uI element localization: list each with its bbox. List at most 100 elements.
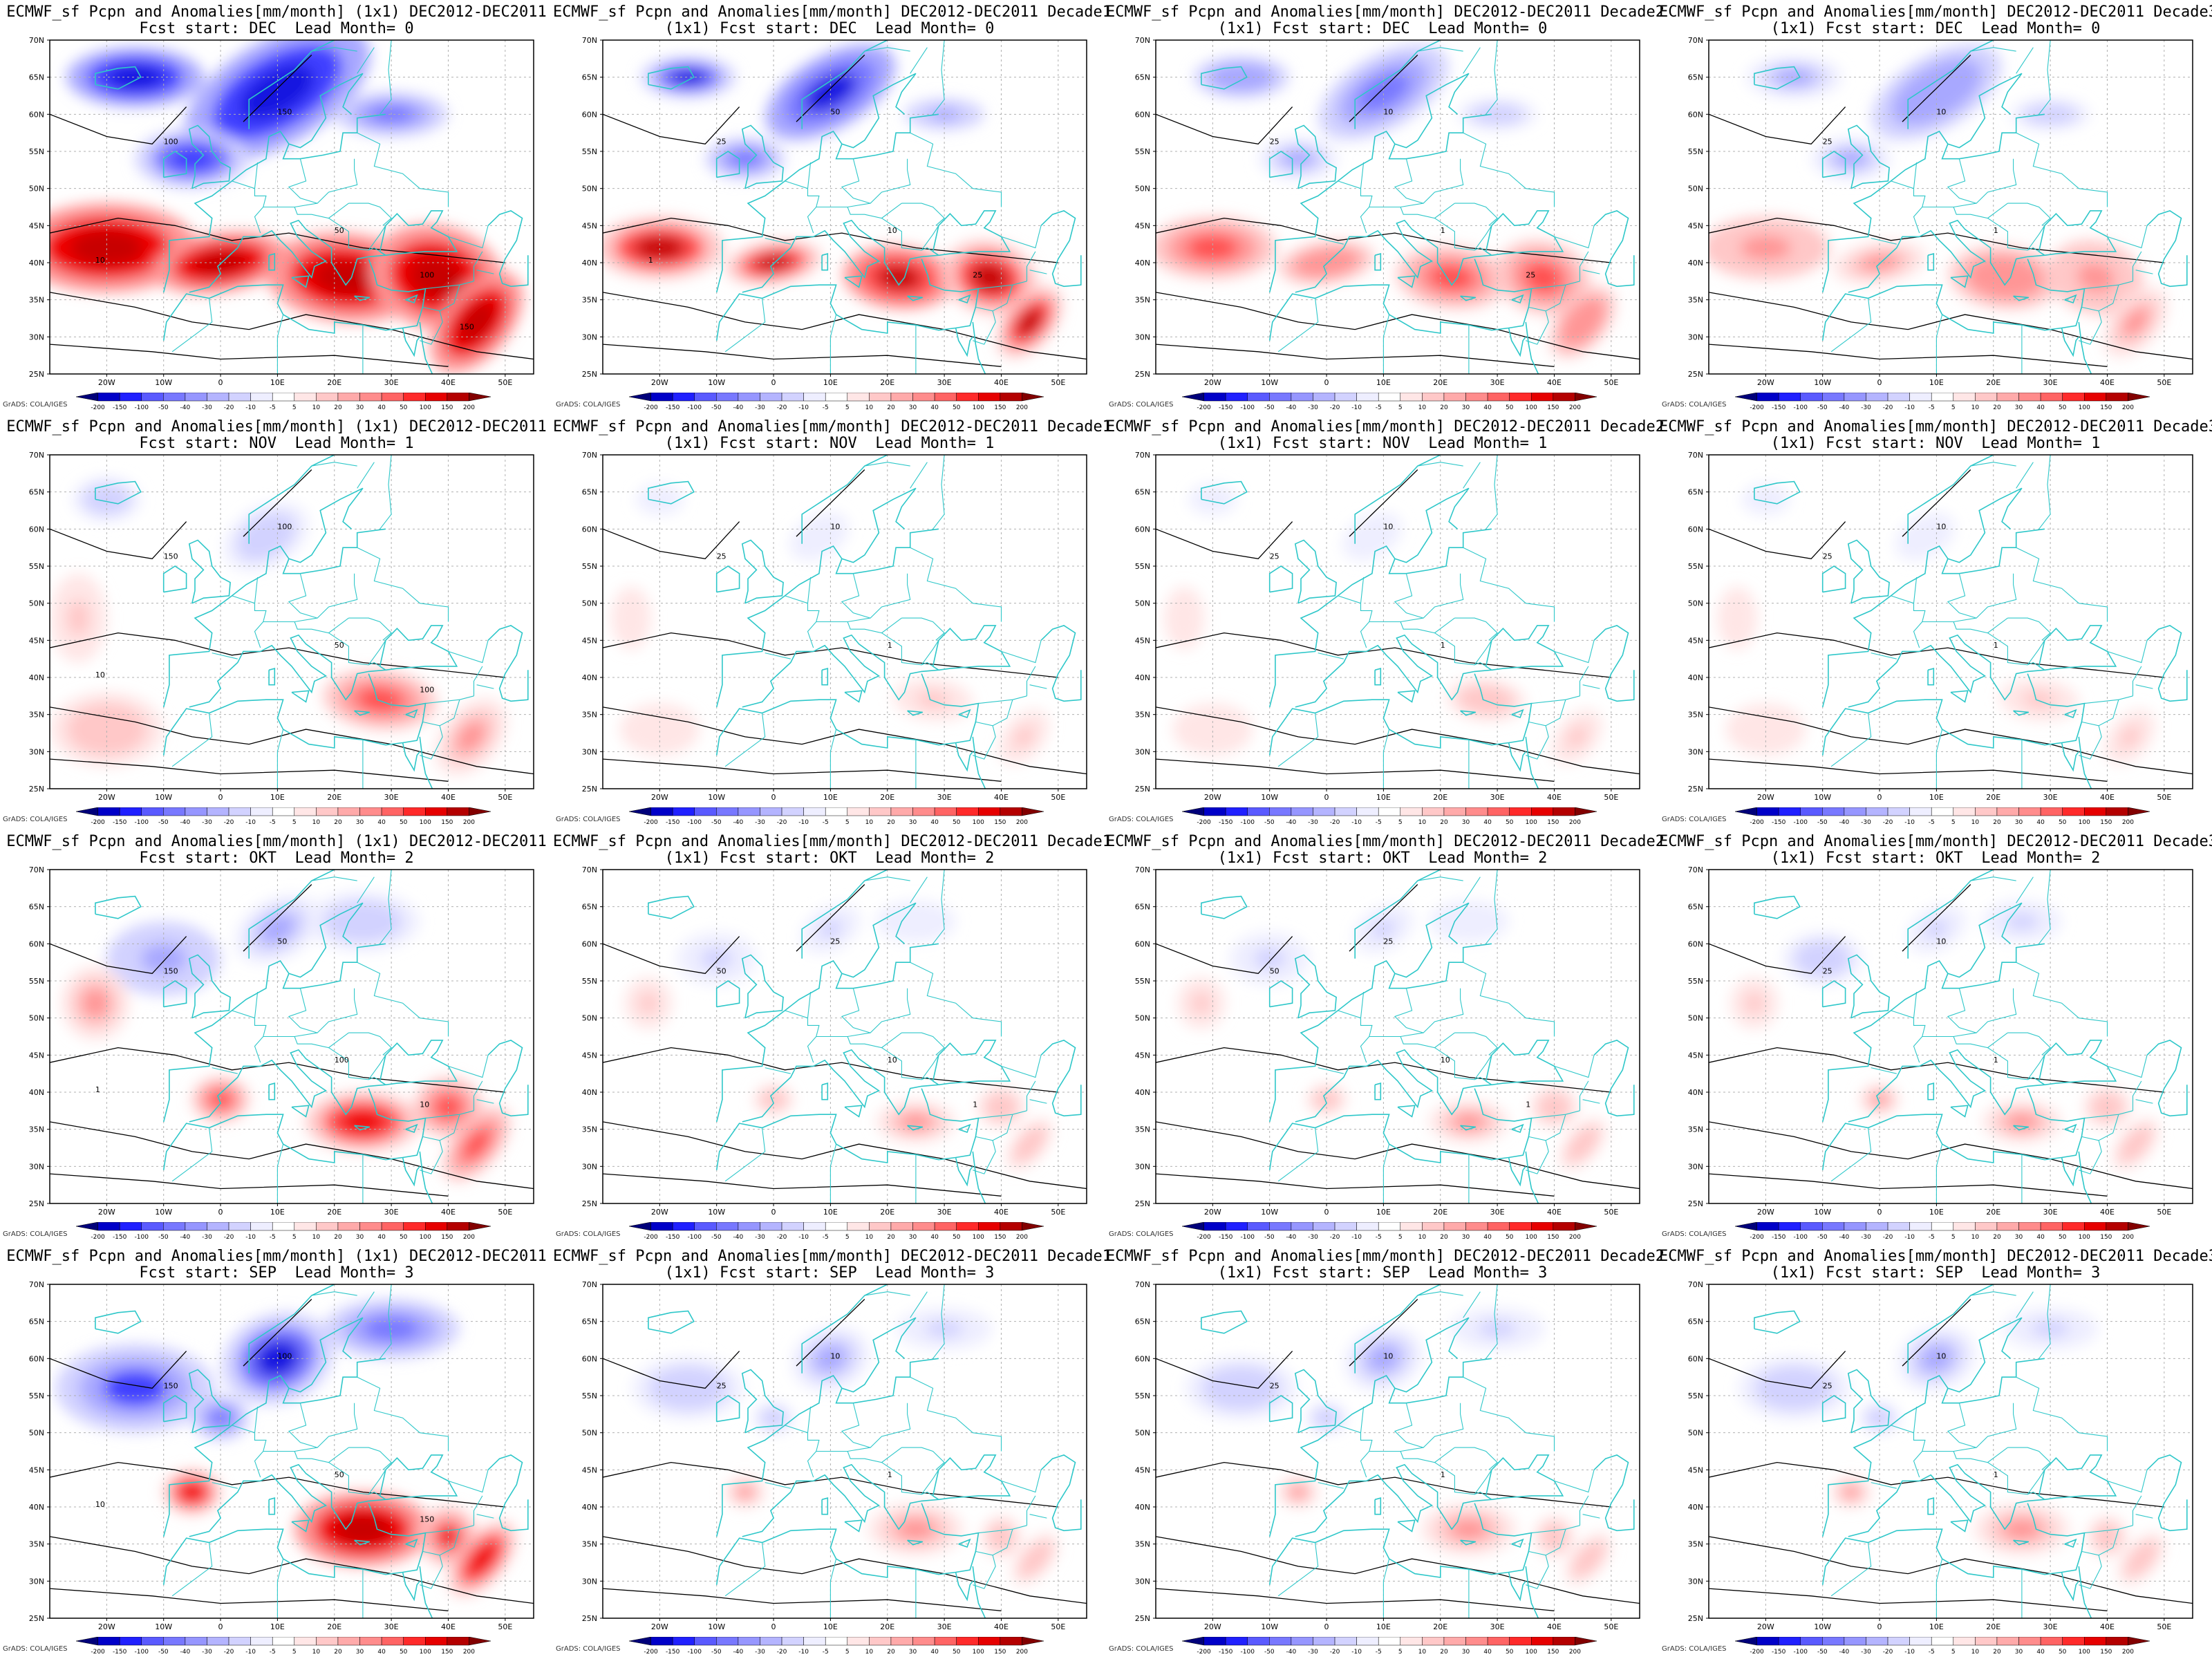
country-border xyxy=(1913,577,1918,603)
coastline xyxy=(268,668,276,686)
colorbar-label: 40 xyxy=(2036,1234,2045,1241)
coastline xyxy=(1394,487,1470,563)
country-border xyxy=(1417,462,1463,467)
coastlines xyxy=(1754,870,2188,1203)
colorbar-label: -5 xyxy=(823,404,829,411)
country-border xyxy=(2027,1491,2039,1497)
coastline xyxy=(1040,625,1082,702)
longitude-label: 50E xyxy=(1604,1208,1618,1217)
longitude-label: 20E xyxy=(327,1622,341,1631)
latitude-label: 45N xyxy=(29,1465,44,1474)
latitude-label: 65N xyxy=(1135,1318,1150,1327)
wet-anomaly-area xyxy=(1524,262,1562,293)
longitude-label: 40E xyxy=(441,793,456,802)
coastline xyxy=(1268,259,1533,341)
country-border xyxy=(2038,1284,2051,1359)
colorbar-label: -20 xyxy=(224,404,234,411)
latitude-label: 60N xyxy=(29,1354,44,1363)
longitude-label: 20W xyxy=(1757,1622,1774,1631)
colorbar-label: -200 xyxy=(1197,819,1211,826)
coastline xyxy=(1511,1123,1524,1134)
coastline xyxy=(1754,66,1801,90)
country-border xyxy=(357,47,375,74)
coastline xyxy=(1295,1049,1494,1123)
longitude-label: 50E xyxy=(1051,378,1065,387)
colorbar-label: -10 xyxy=(1351,1234,1362,1241)
colorbar-swatch xyxy=(956,807,979,816)
longitude-label: 10W xyxy=(1814,1208,1831,1217)
country-border xyxy=(724,298,766,353)
colorbar-label: 100 xyxy=(1526,404,1537,411)
coastline xyxy=(2078,1566,2092,1618)
colorbar-swatch xyxy=(934,1637,957,1646)
panel-subtitle: (1x1) Fcst start: NOV Lead Month= 1 xyxy=(1217,435,1548,452)
colorbar-label: -100 xyxy=(1241,404,1255,411)
anomaly-field xyxy=(1164,483,1602,765)
colorbar-swatch xyxy=(1931,1637,1954,1646)
country-border xyxy=(1029,1099,1047,1104)
latitude-label: 25N xyxy=(582,1199,597,1208)
country-border xyxy=(1454,617,1498,641)
country-border xyxy=(2135,1099,2153,1104)
panel-subtitle: (1x1) Fcst start: SEP Lead Month= 3 xyxy=(1217,1264,1548,1282)
colorbar-label: -150 xyxy=(1219,1234,1233,1241)
colorbar-swatch xyxy=(1953,393,1976,402)
colorbar-label: 10 xyxy=(312,1234,321,1241)
latitude-label: 65N xyxy=(582,1318,597,1327)
contour-label: 150 xyxy=(277,107,292,116)
colorbar-label: -150 xyxy=(113,404,127,411)
latitude-label: 70N xyxy=(1688,865,1703,874)
panel-subtitle: (1x1) Fcst start: OKT Lead Month= 2 xyxy=(1217,850,1548,867)
colorbar-label: -5 xyxy=(270,1234,276,1241)
panel-title: ECMWF_sf Pcpn and Anomalies[mm/month] DE… xyxy=(1106,3,1665,21)
colorbar-swatch xyxy=(1022,807,1044,816)
coastline xyxy=(742,1463,941,1537)
country-border xyxy=(1947,1403,2017,1448)
colorbar-label: 5 xyxy=(845,1649,850,1656)
country-border xyxy=(1360,577,1365,603)
colorbar-label: -10 xyxy=(245,1649,256,1656)
country-border xyxy=(1369,1447,1424,1452)
colorbar-label: 5 xyxy=(292,1234,297,1241)
latitude-label: 65N xyxy=(582,73,597,82)
anomaly-map: 25501025170N65N60N55N50N45N40N35N30N25N2… xyxy=(582,36,1087,387)
longitude-label: 50E xyxy=(498,793,512,802)
coastline xyxy=(379,1454,458,1501)
longitude-label: 50E xyxy=(1604,1622,1618,1631)
colorbar-label: -10 xyxy=(1904,1234,1915,1241)
longitude-label: 10E xyxy=(270,378,285,387)
country-border xyxy=(1463,877,1481,903)
panel-title: ECMWF_sf Pcpn and Anomalies[mm/month] DE… xyxy=(1659,418,2212,435)
country-border xyxy=(1277,713,1319,767)
colorbar-swatch xyxy=(381,807,404,816)
country-border xyxy=(1474,247,1486,252)
colorbar-label: -50 xyxy=(1817,1234,1828,1241)
dry-anomaly-area xyxy=(1452,913,1485,930)
colorbar-label: 40 xyxy=(2036,404,2045,411)
country-border xyxy=(1970,47,2016,52)
dry-anomaly-area xyxy=(1282,150,1314,167)
panel-subtitle: Fcst start: SEP Lead Month= 3 xyxy=(139,1264,414,1282)
country-border xyxy=(1579,666,1589,696)
latitude-label: 35N xyxy=(1688,1125,1703,1134)
colorbar-swatch xyxy=(1225,807,1248,816)
coastline xyxy=(1754,895,1801,919)
country-border xyxy=(1871,1067,1897,1074)
colorbar-swatch xyxy=(1465,1637,1488,1646)
latitude-label: 60N xyxy=(1688,110,1703,119)
coastline xyxy=(162,943,386,1123)
country-border xyxy=(2016,47,2034,74)
colorbar-swatch xyxy=(1443,393,1466,402)
country-border xyxy=(1026,251,1036,281)
latitude-label: 55N xyxy=(1688,1391,1703,1400)
country-border xyxy=(476,1514,494,1519)
colorbar-swatch xyxy=(1756,1222,1779,1231)
coastline xyxy=(1821,943,2045,1123)
colorbar-label: 5 xyxy=(1398,1234,1403,1241)
latitude-label: 35N xyxy=(1135,1125,1150,1134)
contour-line xyxy=(1709,758,2108,782)
contour-line xyxy=(1902,884,1971,952)
coastline xyxy=(1374,668,1382,686)
colorbar-swatch xyxy=(760,807,782,816)
colorbar-swatch xyxy=(738,807,760,816)
